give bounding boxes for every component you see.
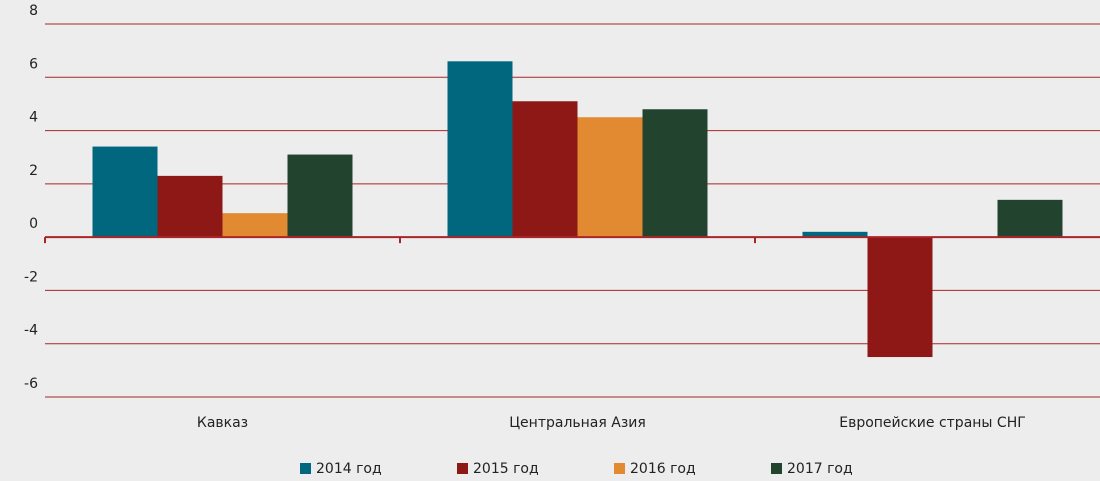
bar: [577, 117, 643, 238]
y-tick-label: 4: [29, 110, 38, 126]
bar: [802, 231, 868, 238]
bar: [92, 146, 158, 238]
legend-swatch: [614, 463, 625, 474]
bar: [222, 213, 288, 238]
bar: [642, 109, 708, 238]
x-tick-label: Кавказ: [197, 415, 248, 431]
legend-swatch: [457, 463, 468, 474]
bar: [157, 175, 223, 238]
legend-label: 2014 год: [316, 461, 382, 477]
legend-swatch: [300, 463, 311, 474]
y-tick-label: -6: [24, 376, 38, 392]
y-tick-label: -4: [24, 323, 38, 339]
legend-label: 2015 год: [473, 461, 539, 477]
y-tick-label: 6: [29, 56, 38, 72]
x-tick-label: Европейские страны СНГ: [839, 415, 1026, 431]
legend-label: 2016 год: [630, 461, 696, 477]
y-tick-label: -2: [24, 269, 38, 285]
y-tick-label: 8: [29, 3, 38, 19]
legend-swatch: [771, 463, 782, 474]
bar: [512, 101, 578, 238]
y-tick-label: 0: [29, 216, 38, 232]
legend-label: 2017 год: [787, 461, 853, 477]
bar: [867, 237, 933, 358]
bar: [447, 61, 513, 238]
bar: [997, 199, 1063, 238]
bar: [287, 154, 353, 238]
x-tick-label: Центральная Азия: [509, 415, 646, 431]
y-tick-label: 2: [29, 163, 38, 179]
